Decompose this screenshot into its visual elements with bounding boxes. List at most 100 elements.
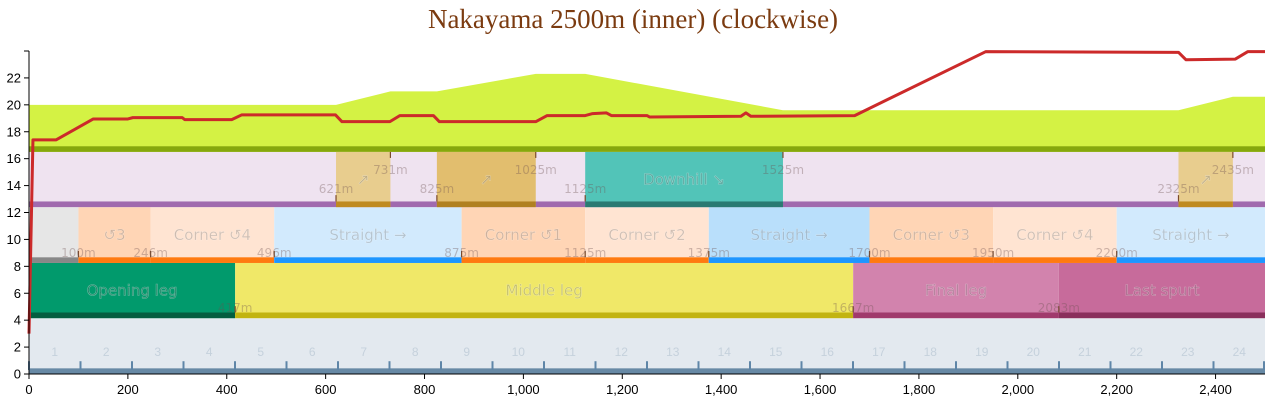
section-number: 18 (924, 345, 938, 359)
section-number: 4 (206, 345, 213, 359)
corner-distance-label: 1125m (564, 246, 606, 260)
corner-distance-label: 1700m (848, 246, 890, 260)
section-number: 9 (463, 345, 470, 359)
y-tick-label: 10 (7, 232, 21, 247)
phase-distance-label: 417m (218, 301, 253, 315)
y-tick-label: 14 (7, 178, 21, 193)
x-tick-label: 2,400 (1199, 382, 1232, 397)
corner-label: Corner ↺2 (608, 226, 685, 244)
corner-label: Corner ↺4 (1016, 226, 1093, 244)
corner-segment-band (78, 257, 151, 263)
corner-label: Corner ↺3 (893, 226, 970, 244)
y-tick-label: 18 (7, 124, 21, 139)
slope-segment (585, 151, 783, 208)
corner-distance-label: 100m (61, 246, 96, 260)
corner-segment (869, 207, 994, 263)
y-tick-label: 2 (14, 340, 21, 355)
section-number: 23 (1181, 345, 1195, 359)
x-tick-label: 2,000 (1002, 382, 1035, 397)
phase-segment-band (29, 312, 236, 319)
phase-segment (235, 262, 854, 319)
slope-segment-band (336, 201, 391, 208)
y-tick-label: 22 (7, 70, 21, 85)
slope-distance-label: 2325m (1157, 182, 1199, 196)
phase-label: Last spurt (1124, 282, 1199, 300)
corner-segment (274, 207, 462, 263)
slope-distance-label: 621m (319, 182, 354, 196)
corner-segment-band (993, 257, 1117, 263)
x-tick-label: 1,000 (507, 382, 540, 397)
corner-distance-label: 2200m (1096, 246, 1138, 260)
slope-segment (1178, 151, 1233, 208)
x-tick-label: 400 (216, 382, 238, 397)
corner-segment-band (150, 257, 275, 263)
slope-segment-band (436, 201, 536, 208)
x-tick-label: 1,600 (804, 382, 837, 397)
slope-distance-label: 1025m (515, 163, 557, 177)
slope-distance-label: 1125m (564, 182, 606, 196)
corner-label: Corner ↺1 (485, 226, 562, 244)
y-tick-label: 20 (7, 97, 21, 112)
corner-distance-label: 1950m (972, 246, 1014, 260)
x-tick-label: 600 (315, 382, 337, 397)
slope-distance-label: 731m (373, 163, 408, 177)
corner-label: Straight → (1152, 226, 1229, 244)
corner-segment-band (708, 257, 870, 263)
phase-label: Final leg (925, 282, 987, 300)
section-number: 21 (1078, 345, 1092, 359)
corner-segment (585, 207, 709, 263)
section-row-band (29, 368, 1265, 374)
section-number: 7 (360, 345, 367, 359)
x-tick-label: 800 (414, 382, 436, 397)
section-number: 14 (718, 345, 732, 359)
elevation-base-band (29, 146, 1265, 152)
y-tick-label: 0 (14, 367, 21, 382)
y-tick-label: 6 (14, 286, 21, 301)
speed-line (27, 50, 1265, 334)
slope-distance-label: 1525m (762, 163, 804, 177)
corner-segment-band (585, 257, 709, 263)
x-tick-label: 200 (117, 382, 139, 397)
x-tick-label: 1,400 (705, 382, 738, 397)
phase-segment (29, 262, 236, 319)
corner-distance-label: 496m (257, 246, 292, 260)
slope-segment (336, 151, 391, 208)
phase-segment-band (853, 312, 1059, 319)
x-tick-label: 1,200 (606, 382, 639, 397)
section-number: 15 (769, 345, 783, 359)
corner-segment (993, 207, 1117, 263)
section-number: 6 (309, 345, 316, 359)
corner-segment (29, 207, 79, 263)
y-tick-label: 4 (14, 313, 21, 328)
corner-segment-band (274, 257, 462, 263)
section-number: 12 (615, 345, 629, 359)
section-number: 1 (51, 345, 58, 359)
section-number: 5 (257, 345, 264, 359)
phase-segment-band (1058, 312, 1265, 319)
corner-segment (461, 207, 586, 263)
section-number: 22 (1130, 345, 1144, 359)
section-number: 17 (872, 345, 886, 359)
corner-segment-band (869, 257, 994, 263)
slope-segment-band (1178, 201, 1233, 208)
x-tick-label: 1,800 (903, 382, 936, 397)
corner-distance-label: 246m (133, 246, 168, 260)
chart-title: Nakayama 2500m (inner) (clockwise) (427, 4, 839, 34)
slope-distance-label: 825m (420, 182, 455, 196)
section-number: 16 (821, 345, 835, 359)
slope-segment-band (585, 201, 783, 208)
section-number: 20 (1027, 345, 1041, 359)
slope-label: ↗ (357, 171, 370, 189)
corner-distance-label: 875m (444, 246, 479, 260)
corner-label: ↺3 (103, 226, 125, 244)
phase-label: Middle leg (506, 282, 583, 300)
section-number: 11 (564, 345, 577, 359)
section-number: 24 (1233, 345, 1247, 359)
corner-segment (1116, 207, 1265, 263)
corner-segment-band (1116, 257, 1265, 263)
corner-segment (708, 207, 870, 263)
phase-segment (1058, 262, 1265, 319)
elevation-area (29, 73, 1265, 152)
section-number: 19 (975, 345, 989, 359)
